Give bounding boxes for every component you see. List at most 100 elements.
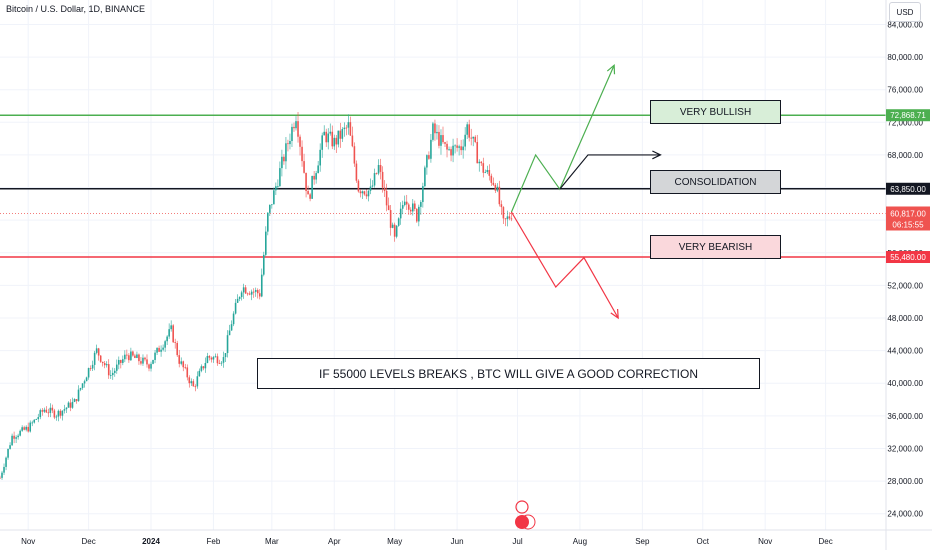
candle	[365, 189, 368, 200]
y-tick-label: 44,000.00	[887, 347, 923, 356]
candle	[351, 126, 354, 148]
candle	[234, 298, 237, 315]
candle	[11, 433, 13, 446]
candle	[323, 125, 325, 136]
candle	[248, 291, 251, 296]
candle	[452, 138, 454, 163]
candle	[331, 125, 334, 150]
candle	[494, 183, 497, 193]
candle	[186, 364, 189, 381]
candle	[15, 435, 17, 444]
candle	[55, 414, 58, 421]
x-tick-label: Jul	[512, 537, 522, 546]
candle	[228, 324, 231, 336]
very-bearish-label: VERY BEARISH	[650, 235, 781, 259]
candle	[508, 212, 511, 221]
candle	[130, 347, 132, 362]
candle	[97, 347, 100, 361]
candle	[260, 268, 263, 298]
candle	[329, 123, 332, 136]
candle	[389, 205, 392, 236]
candle	[232, 311, 235, 327]
candle	[134, 353, 136, 359]
candle	[393, 222, 396, 242]
candle	[5, 456, 7, 471]
candle	[436, 124, 438, 140]
candle	[409, 207, 412, 215]
consolidation-label: CONSOLIDATION	[650, 170, 781, 194]
candle	[343, 122, 346, 137]
candle	[210, 356, 213, 363]
candlestick-series	[0, 111, 513, 480]
candle	[224, 353, 227, 362]
candle	[434, 119, 436, 141]
candle	[49, 403, 52, 418]
candle	[142, 354, 144, 366]
candle	[462, 139, 464, 159]
candle	[230, 320, 233, 331]
candle	[504, 217, 507, 227]
candle	[450, 146, 452, 162]
currency-button[interactable]: USD	[889, 2, 921, 22]
candle	[283, 154, 285, 165]
candle	[271, 204, 273, 209]
candle	[295, 116, 297, 131]
candle	[65, 407, 68, 414]
candle	[111, 367, 114, 380]
x-tick-label: 2024	[142, 537, 160, 546]
candle	[448, 146, 450, 151]
candle	[252, 288, 255, 298]
level-price-label: 55,480.00	[890, 253, 926, 262]
candle	[339, 122, 342, 148]
candle	[152, 359, 154, 365]
candle	[122, 355, 124, 366]
candle	[275, 182, 277, 195]
x-tick-label: Oct	[697, 537, 710, 546]
candle	[87, 367, 90, 380]
level-price-label: 72,868.71	[890, 111, 926, 120]
candle	[132, 350, 134, 357]
candle	[103, 360, 106, 369]
candle	[226, 330, 229, 358]
candle	[367, 190, 370, 202]
candle	[95, 344, 98, 355]
candle	[381, 166, 384, 193]
candle	[140, 356, 142, 366]
candle	[492, 177, 495, 187]
candle	[496, 183, 499, 193]
candle	[59, 409, 62, 419]
candle	[337, 130, 340, 148]
candle	[91, 360, 94, 372]
candle	[75, 398, 78, 404]
candle	[246, 292, 249, 296]
x-tick-label: Dec	[81, 537, 95, 546]
candle	[120, 359, 122, 369]
candle	[317, 161, 319, 174]
candle	[27, 422, 29, 433]
x-tick-label: Jun	[451, 537, 464, 546]
x-tick-label: Dec	[818, 537, 832, 546]
candle	[41, 408, 44, 416]
candle	[418, 204, 420, 227]
candle	[79, 387, 82, 392]
candle	[486, 165, 489, 175]
candle	[355, 160, 358, 183]
candle	[432, 121, 434, 142]
candle	[9, 442, 11, 450]
candle	[118, 356, 120, 370]
price-axis: 24,000.00 28,000.00 32,000.00 36,000.00 40,0…	[885, 0, 930, 550]
candle	[156, 347, 158, 356]
candle	[287, 139, 289, 152]
candle	[63, 404, 66, 414]
candle	[184, 363, 187, 370]
candle	[93, 350, 96, 371]
x-tick-label: Sep	[635, 537, 650, 546]
candle	[470, 128, 472, 146]
candle	[202, 365, 205, 371]
candle	[113, 368, 116, 377]
candle	[309, 192, 311, 202]
y-tick-label: 80,000.00	[887, 53, 923, 62]
candle	[138, 353, 140, 365]
candle	[105, 361, 108, 368]
